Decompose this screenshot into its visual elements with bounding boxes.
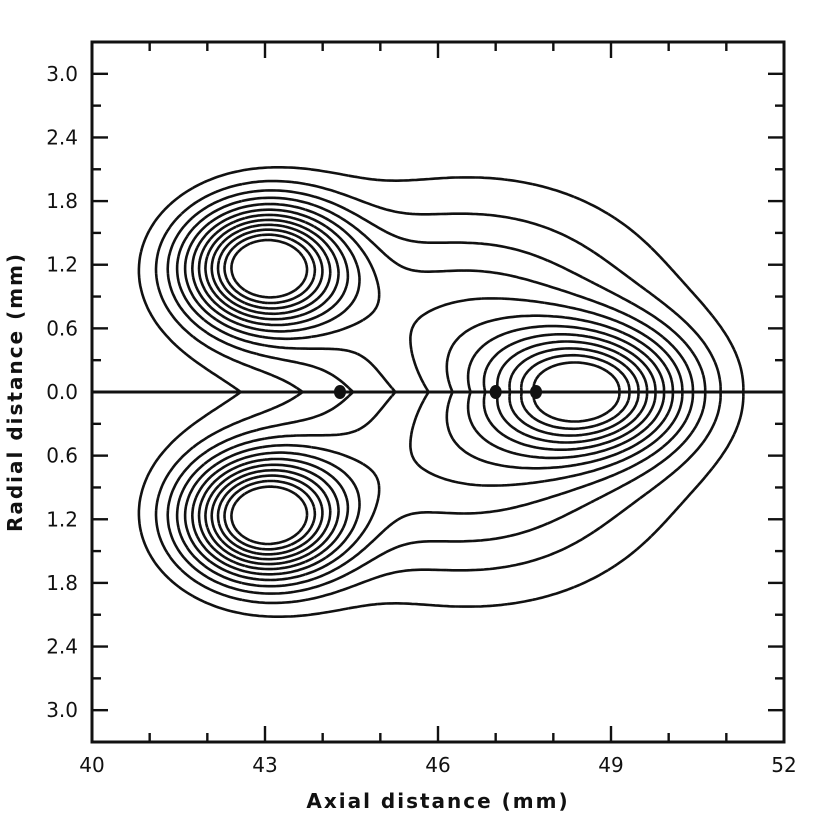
y-tick-label: 0.0	[46, 380, 78, 404]
y-tick-label: 1.2	[46, 507, 78, 531]
x-axis-title: Axial distance (mm)	[306, 789, 569, 813]
axis-marker	[489, 385, 502, 399]
y-tick-label: 1.8	[46, 571, 78, 595]
contour-level-6	[191, 208, 675, 576]
y-tick-label: 2.4	[46, 635, 78, 659]
axis-ticks	[90, 40, 786, 744]
y-tick-label: 1.2	[46, 253, 78, 277]
contour-level-3	[166, 189, 707, 595]
contour-level-9	[210, 223, 649, 561]
contour-level-8	[204, 218, 657, 566]
contour-level-11	[223, 233, 631, 551]
x-tick-label: 46	[425, 753, 450, 777]
contour-level-4	[175, 196, 695, 588]
axis-marker	[333, 385, 346, 399]
x-tick-label: 43	[252, 753, 277, 777]
x-tick-label: 49	[598, 753, 623, 777]
y-tick-label: 0.6	[46, 444, 78, 468]
contour-level-12	[230, 238, 621, 546]
contour-level-5	[183, 202, 684, 582]
contour-level-10	[216, 228, 640, 556]
y-tick-labels: 3.0 2.4 1.8 1.2 0.6 0.0 0.6 1.2 1.8 2.4 3.0	[46, 62, 78, 722]
x-tick-label: 52	[771, 753, 796, 777]
y-tick-label: 3.0	[46, 62, 78, 86]
x-tick-labels: 40 43 46 49 52	[79, 753, 796, 777]
contour-level-2	[154, 179, 722, 605]
y-tick-label: 3.0	[46, 698, 78, 722]
axis-markers	[333, 385, 543, 399]
contour-level-1	[137, 166, 745, 618]
x-tick-label: 40	[79, 753, 104, 777]
y-axis-title: Radial distance (mm)	[3, 252, 27, 532]
axis-marker	[530, 385, 543, 399]
y-tick-label: 0.6	[46, 316, 78, 340]
contour-lines	[137, 166, 745, 618]
y-tick-label: 1.8	[46, 189, 78, 213]
contour-level-7	[197, 213, 666, 571]
y-tick-label: 2.4	[46, 125, 78, 149]
